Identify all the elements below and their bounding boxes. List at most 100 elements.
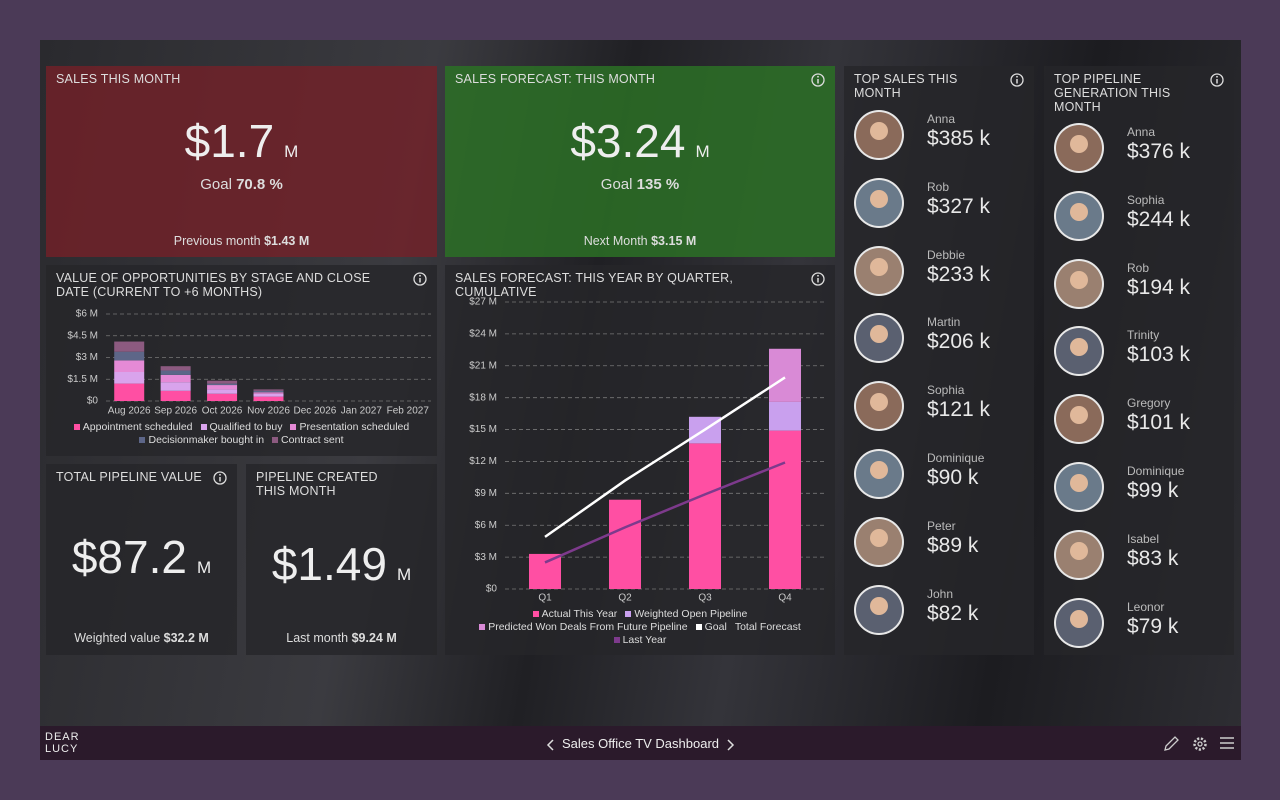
- avatar: [1054, 597, 1104, 648]
- kpi-value: $3.24 M: [445, 114, 835, 168]
- legend-label: Weighted Open Pipeline: [634, 608, 748, 620]
- person-name: Isabel: [1127, 531, 1160, 546]
- avatar-face: [1070, 135, 1088, 153]
- avatar-face: [1070, 338, 1088, 357]
- menu-button[interactable]: [1219, 735, 1235, 751]
- person-name: Rob: [927, 179, 950, 194]
- person-name: Anna: [927, 112, 956, 126]
- kpi-note: Weighted value $32.2 M: [46, 631, 237, 645]
- next-button[interactable]: [725, 739, 735, 751]
- goal-value: 135 %: [636, 176, 680, 193]
- y-tick-label: $15 M: [469, 424, 497, 435]
- chart-panel: VALUE OF OPPORTUNITIES BY STAGE AND CLOS…: [46, 265, 437, 456]
- chart: $0 $1.5 M $3 M $4.5 M $6 M Aug 2026 Sep 2026 Oc…: [67, 309, 431, 417]
- edit-button[interactable]: [1162, 735, 1180, 753]
- bar-segment: [529, 553, 561, 589]
- person-value: $83 k: [1127, 546, 1179, 570]
- avatar: [1054, 190, 1104, 241]
- person-name: Trinity: [1127, 328, 1160, 343]
- goal-value: 70.8 %: [236, 176, 283, 193]
- bar-segment: [114, 383, 145, 401]
- legend-item: Qualified to buy: [200, 421, 282, 433]
- bar-segment: [207, 383, 238, 386]
- kpi-panel: SALES FORECAST: THIS MONTH $3.24 M Goal 135…: [445, 66, 835, 257]
- info-icon[interactable]: [213, 471, 227, 485]
- bar-segment: [207, 385, 238, 390]
- x-tick-label: Sep 2026: [154, 406, 197, 417]
- info-dot: [1016, 75, 1018, 78]
- info-dot: [419, 274, 421, 277]
- y-tick-label: $1.5 M: [67, 374, 98, 385]
- legend-swatch: [479, 624, 486, 631]
- legend-item: Weighted Open Pipeline: [625, 608, 747, 620]
- x-tick-label: Aug 2026: [108, 406, 151, 417]
- avatar-face: [870, 596, 888, 615]
- chart-title: SALES FORECAST: THIS YEAR BY QUARTER, CU…: [455, 271, 734, 299]
- person-name: Leonor: [1127, 599, 1165, 614]
- person-value: $233 k: [927, 262, 991, 286]
- legend-item: Decisionmaker bought in: [139, 434, 264, 446]
- kpi-panel: SALES THIS MONTH $1.7 M Goal 70.8 % Previous…: [46, 66, 437, 257]
- avatar: [854, 313, 904, 364]
- x-tick-label: Dec 2026: [294, 406, 337, 417]
- info-icon[interactable]: [811, 272, 825, 286]
- kpi-panel: TOTAL PIPELINE VALUE $87.2 M Weighted value…: [46, 464, 237, 655]
- avatar-face: [870, 257, 888, 276]
- x-tick-label: Q1: [538, 593, 552, 604]
- bar-segment: [207, 393, 238, 401]
- legend-item: Predicted Won Deals From Future Pipeline: [479, 621, 688, 633]
- avatar-face: [1070, 609, 1088, 628]
- kpi-goal: Goal 70.8 %: [46, 176, 437, 193]
- avatar-face: [1070, 474, 1088, 492]
- avatar-face: [870, 122, 888, 140]
- brand-line: LUCY: [45, 743, 79, 755]
- bar-segment: [160, 370, 191, 375]
- kpi-unit: M: [695, 142, 710, 161]
- kpi-note: Previous month $1.43 M: [46, 234, 437, 248]
- avatar: [1054, 462, 1104, 512]
- y-tick-label: $9 M: [475, 488, 497, 499]
- info-icon[interactable]: [1010, 73, 1024, 87]
- legend-swatch: [613, 637, 620, 644]
- info-circle: [413, 272, 427, 286]
- kpi-number: $87.2: [71, 531, 187, 583]
- bar-segment: [160, 390, 191, 401]
- note-label: Previous month: [173, 234, 261, 248]
- bar-segment: [160, 366, 191, 371]
- legend-swatch: [200, 424, 207, 431]
- info-dot: [1216, 75, 1218, 78]
- person-name: Peter: [927, 518, 956, 533]
- info-dot: [817, 75, 819, 78]
- person-name: Debbie: [927, 247, 966, 262]
- person-value: $244 k: [1127, 207, 1191, 231]
- person-value: $82 k: [927, 601, 979, 625]
- info-icon[interactable]: [811, 73, 825, 87]
- bar-segment: [114, 360, 145, 372]
- legend-item: Total Forecast: [735, 621, 801, 633]
- y-tick-label: $0: [486, 584, 498, 595]
- person-value: $89 k: [927, 533, 979, 557]
- legend-label: Actual This Year: [541, 608, 618, 620]
- legend-swatch: [695, 624, 702, 631]
- info-icon[interactable]: [413, 272, 427, 286]
- prev-button[interactable]: [546, 739, 556, 751]
- kpi-goal: Goal 135 %: [445, 176, 835, 193]
- settings-button[interactable]: [1191, 735, 1209, 753]
- person-name: Sophia: [927, 383, 965, 398]
- chart-panel: SALES FORECAST: THIS YEAR BY QUARTER, CU…: [445, 265, 835, 655]
- person-value: $103 k: [1127, 343, 1191, 367]
- panel-title: TOP PIPELINE GENERATION THIS MONTH: [1054, 72, 1171, 114]
- info-icon[interactable]: [1210, 73, 1224, 87]
- y-tick-label: $3 M: [76, 352, 98, 363]
- panel-title: SALES THIS MONTH: [56, 72, 181, 86]
- y-tick-label: $18 M: [469, 392, 497, 403]
- x-tick-label: Q4: [778, 593, 792, 604]
- kpi-unit: M: [396, 565, 412, 584]
- avatar: [1054, 123, 1104, 173]
- note-label: Next Month: [583, 234, 648, 248]
- leaderboard-panel: TOP PIPELINE GENERATION THIS MONTH Anna $3…: [1044, 66, 1234, 655]
- brand-logo: DEAR LUCY: [45, 731, 80, 755]
- y-tick-label: $24 M: [469, 329, 497, 340]
- person-name: John: [927, 586, 954, 601]
- legend-item: Last Year: [613, 634, 666, 646]
